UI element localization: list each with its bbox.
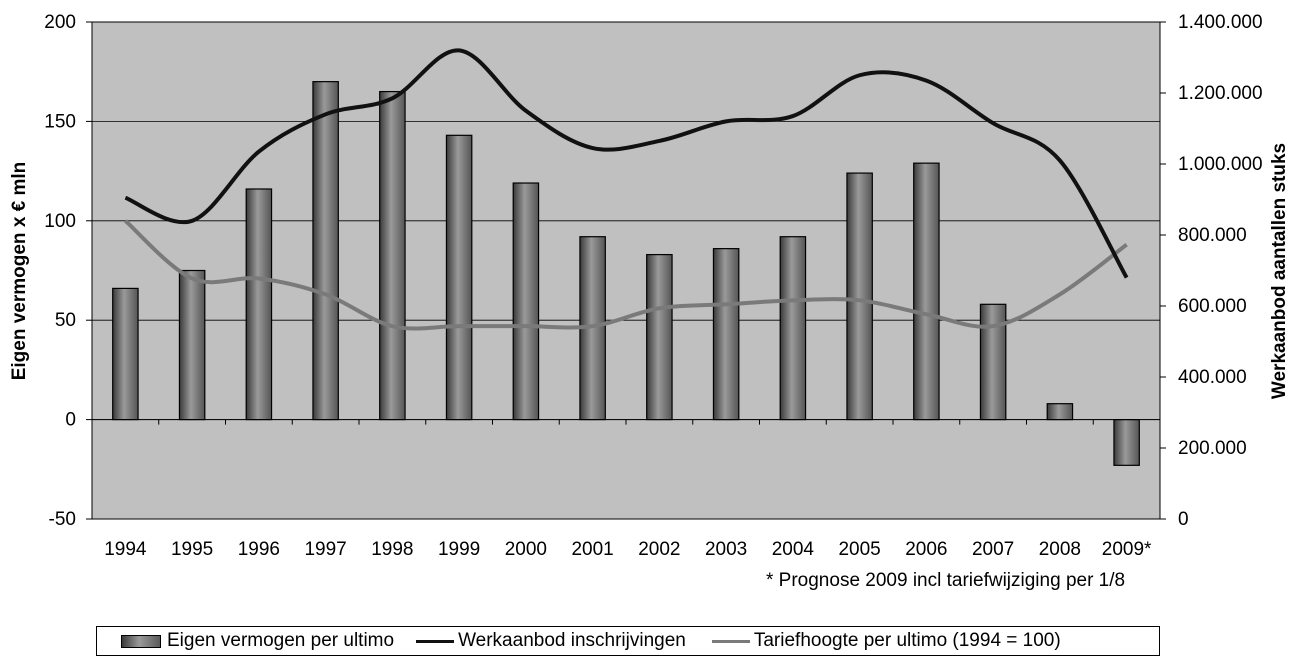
legend-label-equity: Eigen vermogen per ultimo (167, 630, 395, 651)
legend-item-tariff: Tariefhoogte per ultimo (1994 = 100) (711, 630, 1061, 652)
y2-tick-label: 200.000 (1178, 438, 1247, 459)
y-axis-title: Eigen vermogen x € mln (9, 162, 30, 381)
y-tick-label: -50 (49, 509, 76, 530)
bar-equity (379, 90, 406, 421)
bar-equity (712, 248, 740, 421)
chart: 200 150 100 50 0 -50 1.400.000 1.200.000 1.000.0… (9, 12, 1290, 560)
y-tick-label: 150 (44, 111, 76, 132)
x-tick-label: 2000 (505, 539, 547, 560)
x-tick-label: 2004 (772, 539, 815, 560)
y2-tick-label: 1.000.000 (1178, 154, 1263, 175)
legend-line-swatch-workload (416, 639, 455, 643)
legend-item-equity: Eigen vermogen per ultimo (121, 630, 394, 652)
bar-equity (1113, 419, 1140, 466)
line-tariff (124, 219, 1128, 331)
bar-equity (245, 188, 273, 421)
y2-tick-label: 600.000 (1178, 296, 1247, 317)
y-tick-label: 0 (65, 410, 76, 431)
x-tick-label: 2007 (972, 539, 1014, 560)
x-tick-label: 2003 (705, 539, 747, 560)
x-tick-label: 1994 (104, 539, 147, 560)
x-tick-label: 1995 (171, 539, 213, 560)
y2-tick-label: 1.200.000 (1178, 83, 1263, 104)
x-tick-label: 2009* (1102, 539, 1152, 560)
x-tick-label: 1997 (304, 539, 346, 560)
legend-item-workload: Werkaanbod inschrijvingen (416, 630, 686, 652)
x-tick-label: 1996 (238, 539, 280, 560)
y-tick-label: 50 (55, 310, 76, 331)
bar-equity (913, 162, 940, 421)
legend-label-workload: Werkaanbod inschrijvingen (458, 630, 686, 651)
legend-line-swatch-tariff (711, 639, 750, 643)
y2-tick-label: 0 (1178, 509, 1189, 530)
y2-tick-label: 400.000 (1178, 367, 1247, 388)
legend-bar-swatch (121, 634, 161, 648)
x-tick-label: 1998 (371, 539, 413, 560)
footnote: * Prognose 2009 incl tariefwijziging per… (766, 570, 1126, 591)
legend: Eigen vermogen per ultimo Werkaanbod ins… (96, 626, 1160, 656)
bar-equity (112, 287, 139, 421)
x-tick-label: 2006 (905, 539, 947, 560)
bar-equity (979, 303, 1007, 421)
bar-equity (178, 269, 206, 421)
x-tick-label: 2001 (571, 539, 613, 560)
bar-equity (1046, 403, 1074, 421)
y2-axis-title: Werkaanbod aantallen stuks (1269, 143, 1290, 399)
x-tick-label: 2002 (638, 539, 680, 560)
x-tick-label: 2008 (1039, 539, 1081, 560)
x-tick-label: 2005 (838, 539, 880, 560)
line-workload (124, 48, 1129, 279)
bar-equity (512, 182, 540, 421)
bar-equity (846, 172, 873, 421)
bar-equity (445, 134, 473, 421)
bar-equity (312, 81, 339, 421)
y2-tick-label: 1.400.000 (1178, 12, 1263, 33)
legend-label-tariff: Tariefhoogte per ultimo (1994 = 100) (753, 630, 1061, 651)
bar-equity (779, 236, 807, 421)
x-tick-label: 1999 (438, 539, 480, 560)
y-tick-label: 100 (44, 211, 76, 232)
y2-tick-label: 800.000 (1178, 225, 1247, 246)
y-tick-label: 200 (44, 12, 76, 33)
bar-equity (646, 253, 673, 421)
